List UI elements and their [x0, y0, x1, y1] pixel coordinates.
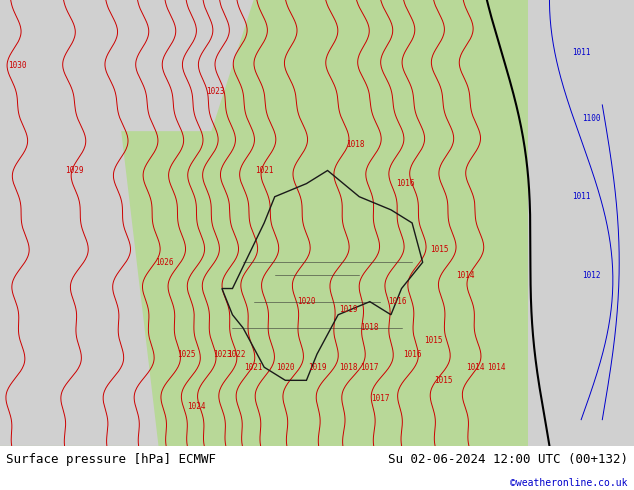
Text: 1017: 1017: [371, 394, 390, 403]
Text: 1016: 1016: [396, 179, 415, 188]
Text: 1015: 1015: [430, 245, 449, 254]
Text: 1017: 1017: [361, 363, 379, 372]
Text: 1019: 1019: [307, 363, 327, 372]
Polygon shape: [0, 0, 254, 131]
Polygon shape: [528, 0, 634, 446]
Text: 1014: 1014: [456, 271, 474, 280]
Text: 1020: 1020: [297, 297, 316, 306]
Text: 1018: 1018: [346, 140, 365, 149]
Text: 1020: 1020: [276, 363, 295, 372]
Text: 1021: 1021: [244, 363, 263, 372]
Text: 1024: 1024: [187, 402, 206, 411]
Text: 1100: 1100: [583, 114, 601, 122]
Polygon shape: [0, 0, 571, 446]
Text: 1015: 1015: [434, 376, 453, 385]
Text: 1018: 1018: [339, 363, 358, 372]
Text: 1012: 1012: [583, 271, 601, 280]
Text: ©weatheronline.co.uk: ©weatheronline.co.uk: [510, 478, 628, 488]
Text: 1018: 1018: [361, 323, 379, 332]
Text: Su 02-06-2024 12:00 UTC (00+132): Su 02-06-2024 12:00 UTC (00+132): [387, 453, 628, 466]
Text: 1025: 1025: [177, 349, 195, 359]
Text: 1011: 1011: [572, 192, 590, 201]
Text: 1011: 1011: [572, 48, 590, 57]
Text: 1014: 1014: [466, 363, 485, 372]
Text: 1023: 1023: [212, 349, 231, 359]
Text: 1016: 1016: [388, 297, 406, 306]
Text: 1015: 1015: [424, 337, 443, 345]
Text: 1026: 1026: [155, 258, 174, 267]
Text: 1019: 1019: [339, 305, 358, 314]
Text: 1029: 1029: [65, 166, 83, 175]
Text: 1014: 1014: [488, 363, 506, 372]
Polygon shape: [0, 0, 158, 446]
Text: 1021: 1021: [255, 166, 273, 175]
Text: Surface pressure [hPa] ECMWF: Surface pressure [hPa] ECMWF: [6, 453, 216, 466]
Text: 1016: 1016: [403, 349, 422, 359]
Text: 1030: 1030: [8, 61, 26, 70]
Text: 1023: 1023: [206, 87, 225, 97]
Text: 1022: 1022: [228, 349, 246, 359]
